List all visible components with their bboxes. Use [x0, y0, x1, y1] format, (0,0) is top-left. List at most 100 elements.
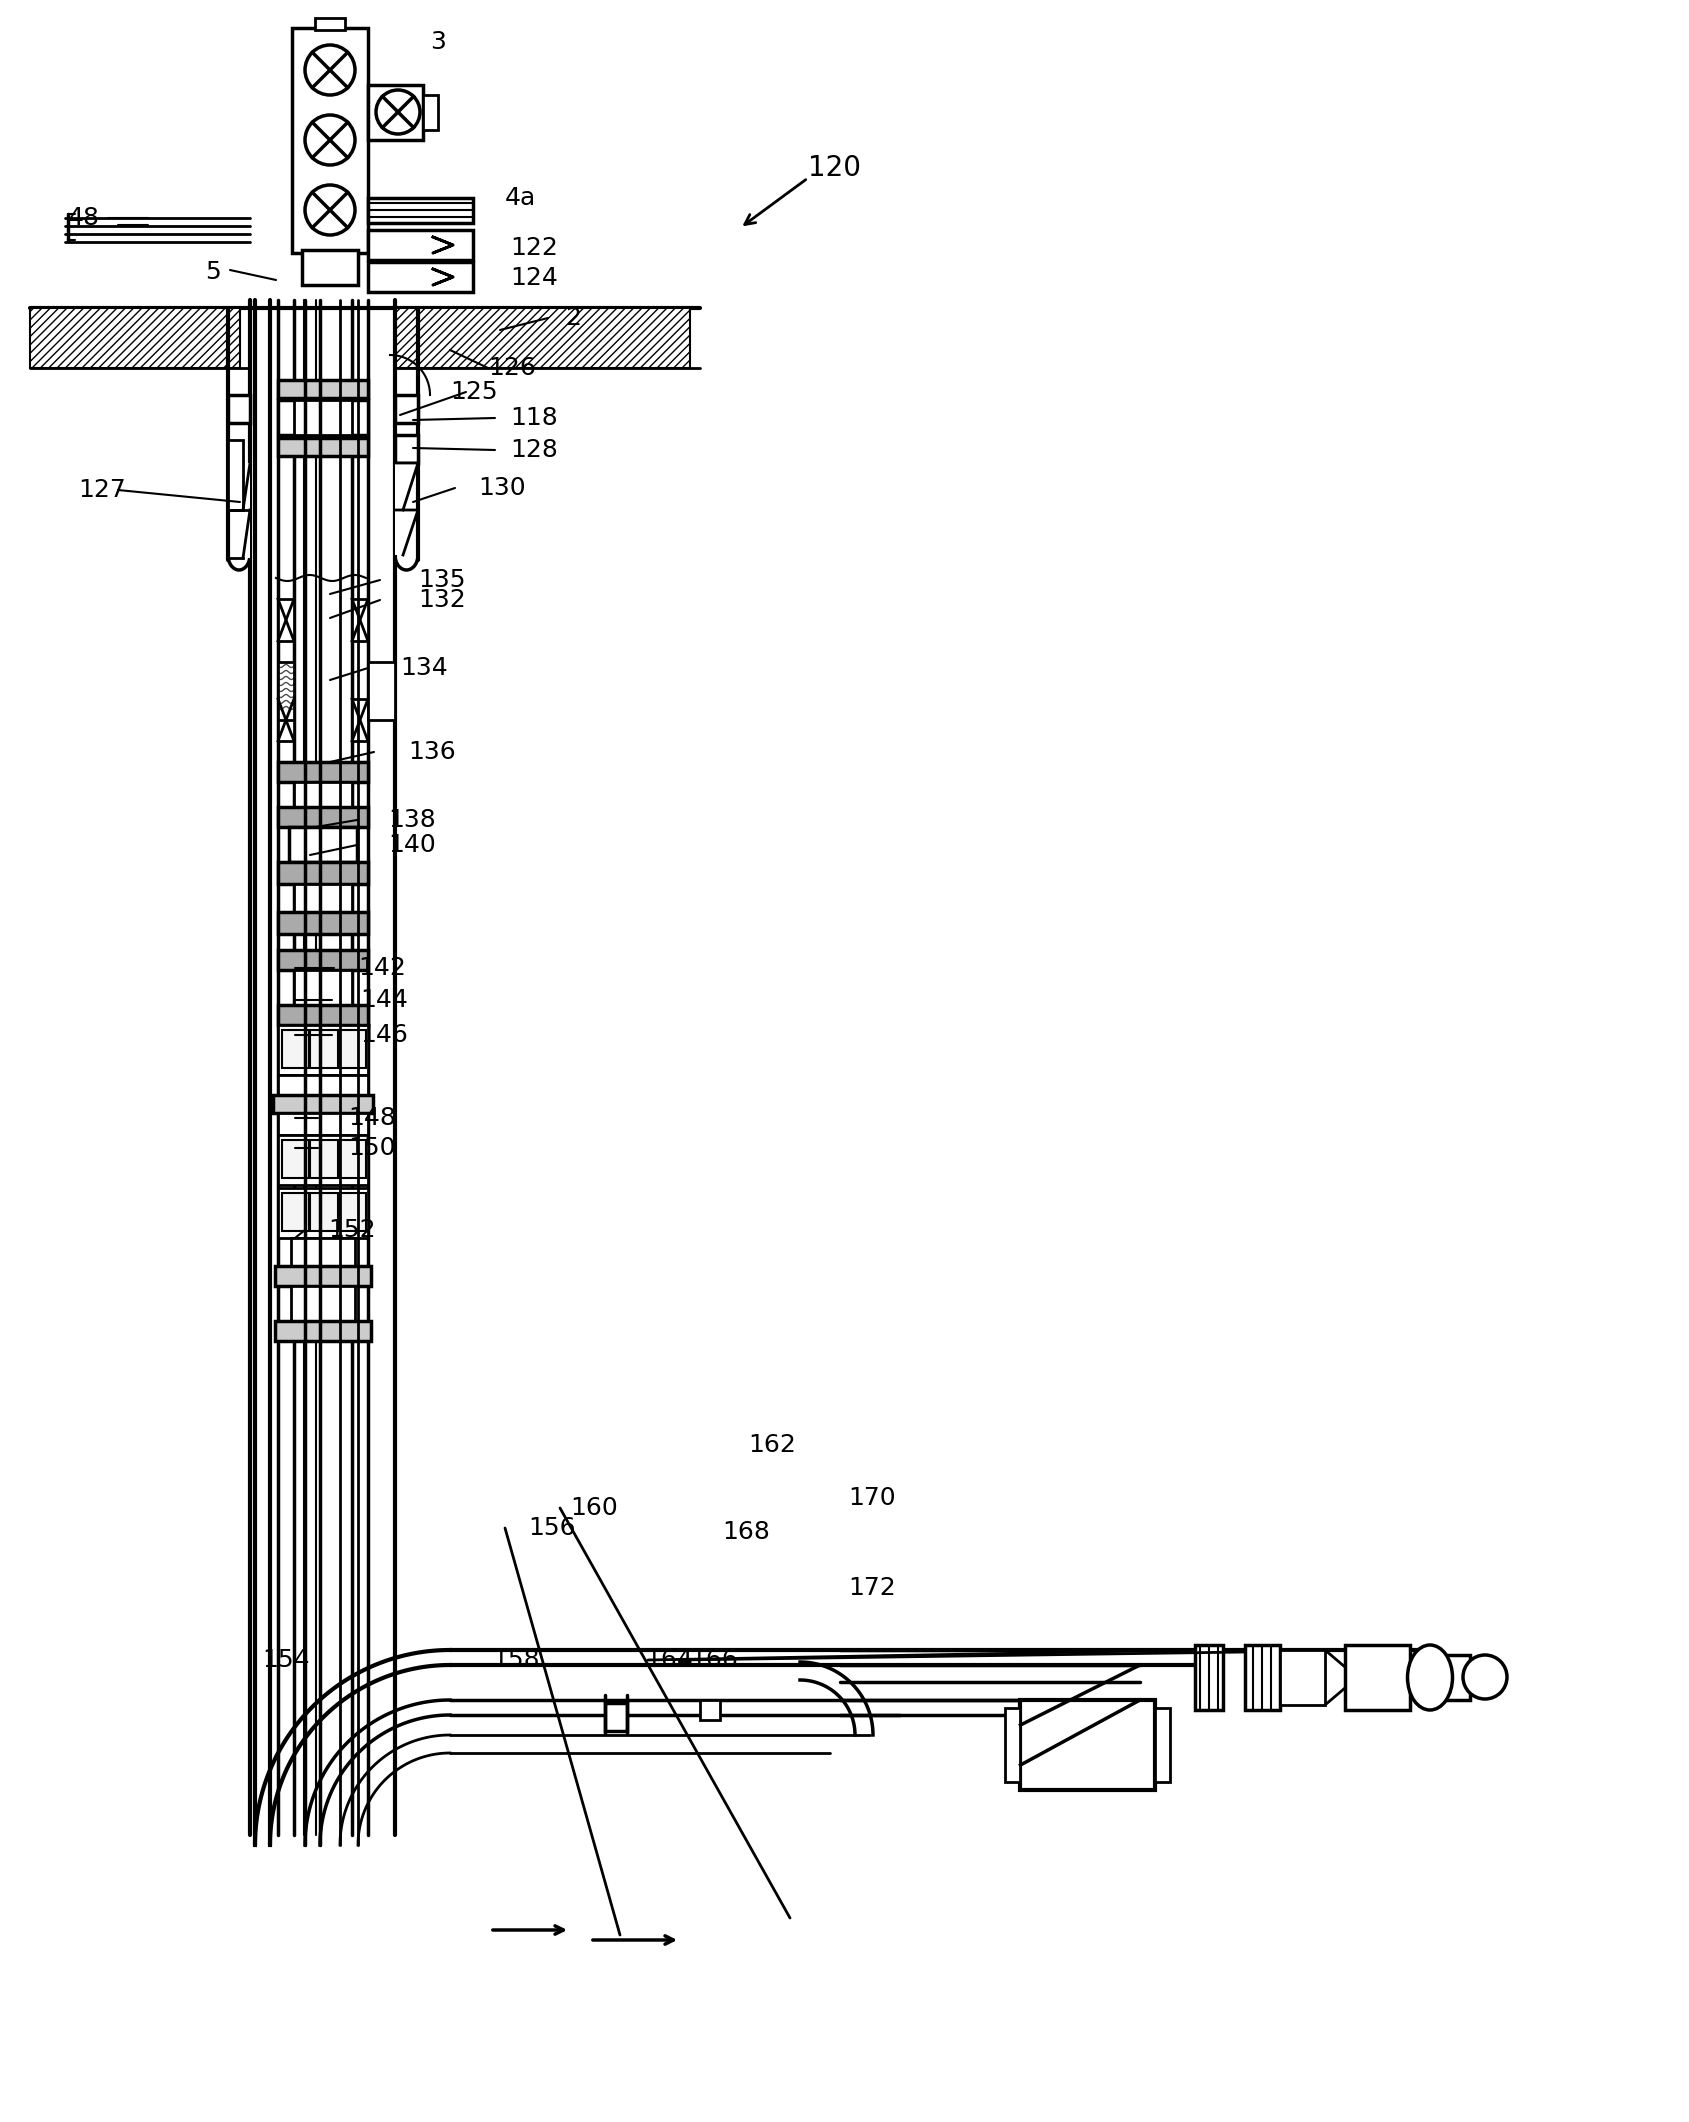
Bar: [277, 662, 294, 719]
Bar: [282, 1193, 309, 1231]
Bar: [294, 885, 351, 912]
Text: 2: 2: [564, 306, 581, 331]
Text: 5: 5: [204, 261, 221, 284]
Text: 150: 150: [348, 1135, 395, 1161]
Bar: [289, 828, 356, 862]
Text: 154: 154: [262, 1649, 309, 1672]
Bar: [291, 1237, 355, 1267]
Bar: [277, 1135, 368, 1184]
Bar: [338, 1140, 367, 1178]
Bar: [338, 1193, 367, 1231]
Bar: [294, 970, 351, 1006]
Text: 156: 156: [527, 1515, 576, 1541]
Text: 124: 124: [510, 265, 557, 291]
Bar: [228, 439, 243, 509]
Bar: [395, 395, 417, 422]
Text: 127: 127: [78, 477, 125, 503]
Bar: [277, 862, 368, 885]
Text: 130: 130: [478, 475, 525, 501]
Text: 158: 158: [491, 1649, 539, 1672]
Bar: [292, 28, 368, 253]
Bar: [277, 806, 368, 828]
Text: 118: 118: [510, 405, 557, 431]
Bar: [275, 1267, 372, 1286]
Bar: [277, 401, 368, 435]
Text: 144: 144: [360, 989, 407, 1012]
Bar: [699, 1700, 720, 1719]
Text: 168: 168: [721, 1519, 770, 1545]
Bar: [311, 1029, 338, 1067]
Bar: [277, 1006, 368, 1025]
Bar: [277, 437, 368, 456]
Text: 3: 3: [429, 30, 446, 53]
Bar: [307, 253, 351, 276]
Text: 170: 170: [848, 1485, 895, 1511]
Text: 160: 160: [569, 1496, 618, 1519]
Bar: [294, 783, 351, 806]
Text: 164: 164: [645, 1649, 692, 1672]
Text: 172: 172: [848, 1577, 895, 1600]
Bar: [1344, 1645, 1409, 1710]
Bar: [395, 435, 417, 463]
Ellipse shape: [1407, 1645, 1451, 1710]
Text: 162: 162: [748, 1432, 796, 1458]
Circle shape: [375, 89, 421, 134]
Text: 152: 152: [328, 1218, 375, 1241]
Text: 4a: 4a: [505, 187, 535, 210]
Text: 135: 135: [417, 569, 464, 592]
Bar: [277, 598, 294, 641]
Bar: [228, 395, 250, 422]
Text: 138: 138: [388, 808, 436, 832]
Bar: [1005, 1708, 1020, 1782]
Bar: [277, 1025, 368, 1076]
Circle shape: [304, 115, 355, 166]
Text: 166: 166: [689, 1649, 738, 1672]
Bar: [368, 85, 422, 140]
Text: 140: 140: [388, 834, 436, 857]
Circle shape: [304, 45, 355, 95]
Bar: [1020, 1700, 1155, 1791]
Bar: [277, 380, 368, 399]
Text: 142: 142: [358, 957, 405, 980]
Circle shape: [1463, 1655, 1507, 1700]
Bar: [275, 1322, 372, 1341]
Bar: [351, 698, 368, 741]
Polygon shape: [395, 463, 417, 509]
Bar: [291, 1286, 355, 1322]
Circle shape: [304, 185, 355, 236]
Polygon shape: [243, 463, 250, 509]
Bar: [277, 951, 368, 970]
Text: 128: 128: [510, 437, 557, 463]
Bar: [277, 1188, 368, 1237]
Bar: [1245, 1645, 1279, 1710]
Text: 48: 48: [68, 206, 100, 229]
Text: 146: 146: [360, 1023, 407, 1046]
Bar: [277, 912, 368, 934]
Polygon shape: [395, 509, 417, 556]
Text: 148: 148: [348, 1106, 395, 1131]
Bar: [422, 95, 437, 129]
Text: 136: 136: [407, 741, 456, 764]
Bar: [314, 17, 345, 30]
Bar: [351, 598, 368, 641]
Text: 125: 125: [449, 380, 497, 403]
Bar: [1279, 1651, 1324, 1704]
Text: 132: 132: [417, 588, 466, 611]
Bar: [277, 1076, 368, 1095]
Bar: [311, 1193, 338, 1231]
Bar: [30, 308, 240, 367]
Bar: [368, 261, 473, 293]
Bar: [368, 662, 395, 719]
Bar: [1194, 1645, 1223, 1710]
Text: 126: 126: [488, 356, 535, 380]
Bar: [311, 1140, 338, 1178]
Bar: [1444, 1655, 1469, 1700]
Text: 134: 134: [400, 656, 448, 679]
Bar: [274, 1095, 373, 1114]
Bar: [1155, 1708, 1170, 1782]
Bar: [368, 229, 473, 261]
Text: 120: 120: [807, 155, 860, 182]
Bar: [282, 1029, 309, 1067]
Polygon shape: [243, 509, 250, 558]
Bar: [605, 1704, 627, 1732]
